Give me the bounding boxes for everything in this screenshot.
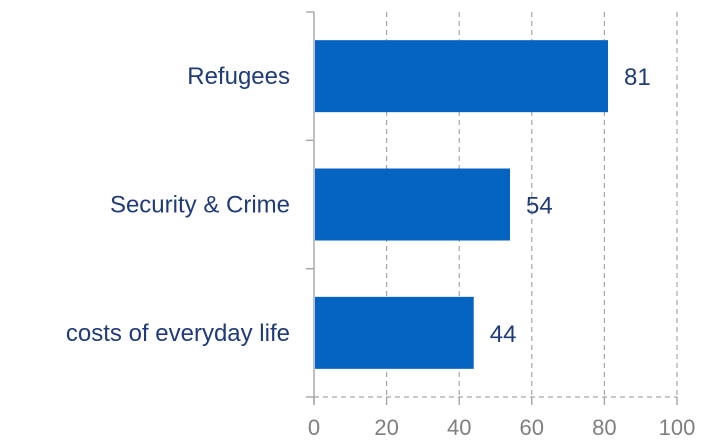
bar-2	[315, 296, 474, 369]
bar-0	[315, 40, 609, 113]
x-tick-label: 60	[520, 415, 544, 440]
x-tick-label: 0	[308, 415, 320, 440]
bars	[315, 40, 609, 369]
data-label: 44	[490, 321, 517, 348]
labels: 0 20 40 60 80 100 Refugees 81 Security & Crime 54…	[66, 63, 695, 440]
x-tick-label: 100	[659, 415, 696, 440]
x-tick-label: 80	[592, 415, 616, 440]
category-label: Refugees	[187, 63, 290, 90]
data-label: 81	[624, 64, 651, 91]
data-label: 54	[526, 193, 553, 220]
x-tick-label: 20	[374, 415, 398, 440]
x-tick-label: 40	[447, 415, 471, 440]
category-label: Security & Crime	[110, 192, 290, 219]
bar-1	[315, 168, 511, 241]
axes	[306, 11, 678, 405]
category-label: costs of everyday life	[66, 320, 290, 347]
